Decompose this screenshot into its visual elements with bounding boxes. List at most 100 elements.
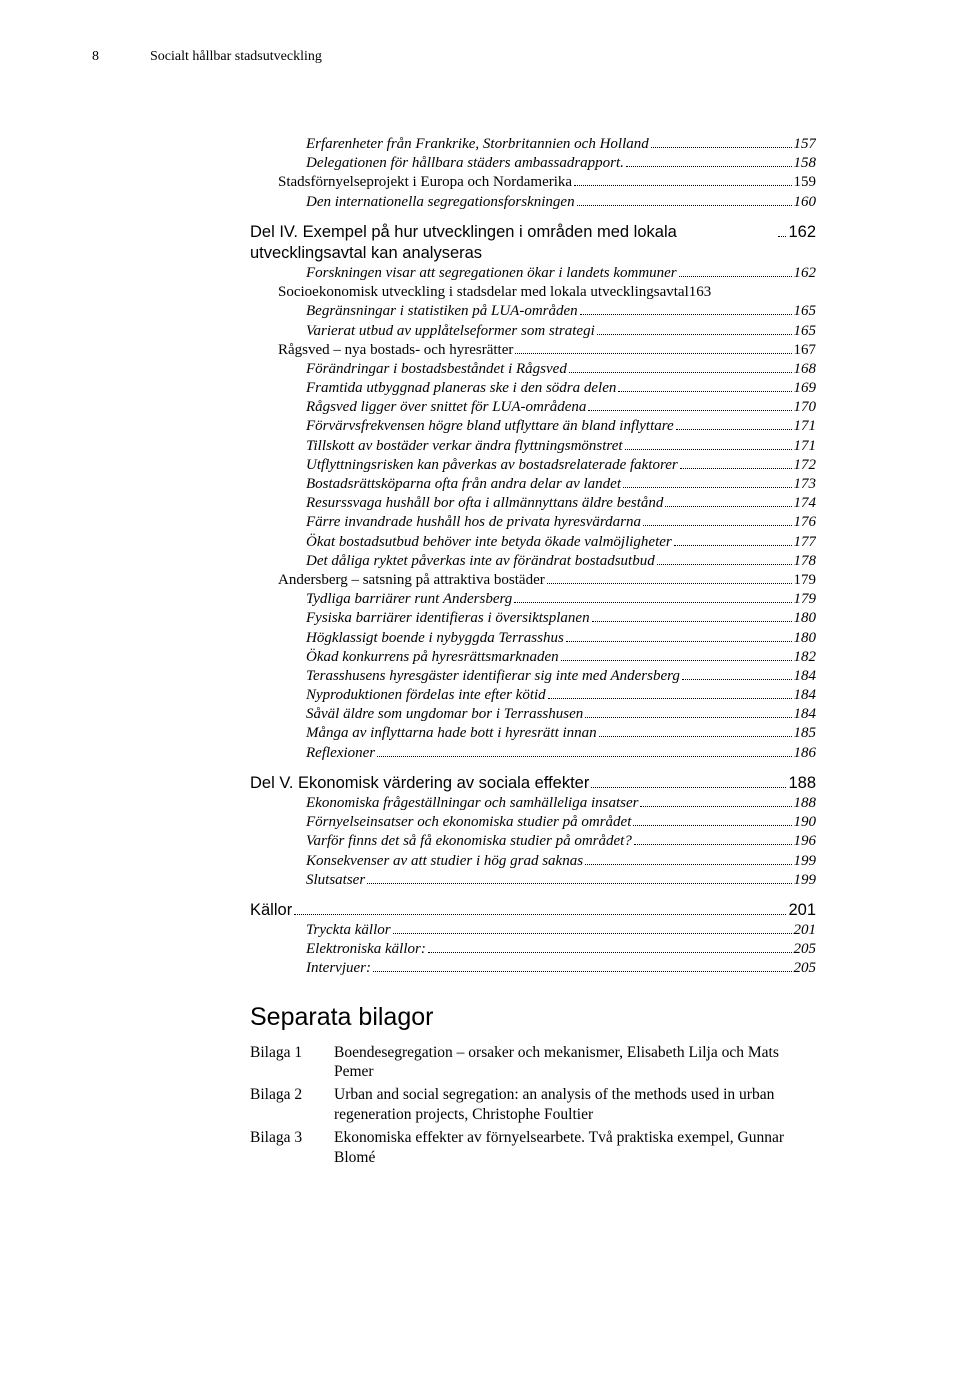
toc-entry: Andersberg – satsning på attraktiva bost… — [250, 571, 816, 590]
toc-entry-title: Fysiska barriärer identifieras i översik… — [306, 609, 590, 628]
toc-leader-dots — [657, 555, 792, 565]
toc-entry: Tydliga barriärer runt Andersberg 179 — [250, 590, 816, 609]
toc-leader-dots — [561, 651, 792, 661]
toc-entry-title: Socioekonomisk utveckling i stadsdelar m… — [278, 283, 689, 302]
toc-entry: Nyproduktionen fördelas inte efter kötid… — [250, 686, 816, 705]
toc-entry: Varför finns det så få ekonomiska studie… — [250, 832, 816, 851]
toc-entry-title: Del IV. Exempel på hur utvecklingen i om… — [250, 222, 776, 264]
toc-entry-title: Resurssvaga hushåll bor ofta i allmännyt… — [306, 494, 663, 513]
toc-entry: Stadsförnyelseprojekt i Europa och Norda… — [250, 173, 816, 192]
toc-entry: Det dåliga ryktet påverkas inte av förän… — [250, 552, 816, 571]
bilaga-label: Bilaga 3 — [250, 1128, 334, 1168]
toc-entry-title: Den internationella segregationsforsknin… — [306, 193, 575, 212]
toc-leader-dots — [625, 440, 792, 450]
toc-entry: Fysiska barriärer identifieras i översik… — [250, 609, 816, 628]
bilaga-label: Bilaga 1 — [250, 1043, 334, 1083]
toc-entry-title: Terasshusens hyresgäster identifierar si… — [306, 667, 680, 686]
toc-entry: Många av inflyttarna hade bott i hyresrä… — [250, 724, 816, 743]
toc-entry-title: Nyproduktionen fördelas inte efter kötid — [306, 686, 546, 705]
toc-entry-page: 196 — [794, 832, 817, 851]
toc-entry-page: 179 — [794, 571, 817, 590]
toc-leader-dots — [599, 727, 792, 737]
bilaga-row: Bilaga 2Urban and social segregation: an… — [250, 1085, 816, 1125]
toc-entry-page: 188 — [794, 794, 817, 813]
toc-entry-title: Förnyelseinsatser och ekonomiska studier… — [306, 813, 631, 832]
toc-entry: Tillskott av bostäder verkar ändra flytt… — [250, 437, 816, 456]
toc-entry: Den internationella segregationsforsknin… — [250, 193, 816, 212]
toc-entry-page: 173 — [794, 475, 817, 494]
page: 8 Socialt hållbar stadsutveckling Erfare… — [0, 0, 960, 1389]
toc-entry: Delegationen för hållbara städers ambass… — [250, 154, 816, 173]
toc-leader-dots — [547, 574, 792, 584]
toc-entry-title: Rågsved ligger över snittet för LUA-områ… — [306, 398, 586, 417]
bilaga-label: Bilaga 2 — [250, 1085, 334, 1125]
toc-entry-title: Forskningen visar att segregationen ökar… — [306, 264, 677, 283]
toc-entry-title: Framtida utbyggnad planeras ske i den sö… — [306, 379, 616, 398]
toc-entry-title: Erfarenheter från Frankrike, Storbritann… — [306, 135, 649, 154]
toc-entry-title: Konsekvenser av att studier i hög grad s… — [306, 852, 583, 871]
toc-entry: Erfarenheter från Frankrike, Storbritann… — [250, 135, 816, 154]
toc-entry-title: Slutsatser — [306, 871, 365, 890]
toc-entry-page: 167 — [794, 341, 817, 360]
bilaga-text: Boendesegregation – orsaker och mekanism… — [334, 1043, 816, 1083]
running-head: Socialt hållbar stadsutveckling — [150, 48, 810, 66]
toc-entry: Bostadsrättsköparna ofta från andra dela… — [250, 475, 816, 494]
toc-leader-dots — [580, 305, 792, 315]
toc-entry-title: Såväl äldre som ungdomar bor i Terrasshu… — [306, 705, 583, 724]
toc-leader-dots — [566, 632, 792, 642]
toc-entry-page: 176 — [794, 513, 817, 532]
toc-entry-page: 199 — [794, 871, 817, 890]
toc-entry-title: Förvärvsfrekvensen högre bland utflyttar… — [306, 417, 674, 436]
toc-entry: Resurssvaga hushåll bor ofta i allmännyt… — [250, 494, 816, 513]
toc-leader-dots — [585, 708, 791, 718]
toc-leader-dots — [367, 874, 791, 884]
toc-entry-title: Ökat bostadsutbud behöver inte betyda ök… — [306, 533, 672, 552]
toc-leader-dots — [574, 176, 791, 186]
toc-entry-page: 162 — [788, 222, 816, 243]
toc-leader-dots — [679, 267, 792, 277]
toc-leader-dots — [643, 516, 792, 526]
toc-entry-title: Elektroniska källor: — [306, 940, 426, 959]
toc-entry: Rågsved ligger över snittet för LUA-områ… — [250, 398, 816, 417]
bilaga-row: Bilaga 1Boendesegregation – orsaker och … — [250, 1043, 816, 1083]
toc-leader-dots — [626, 157, 792, 167]
toc-entry: Såväl äldre som ungdomar bor i Terrasshu… — [250, 705, 816, 724]
toc-entry-title: Tryckta källor — [306, 921, 391, 940]
toc-entry-page: 171 — [794, 437, 817, 456]
toc-entry: Ökat bostadsutbud behöver inte betyda ök… — [250, 533, 816, 552]
toc-entry: Elektroniska källor:205 — [250, 940, 816, 959]
bilaga-row: Bilaga 3Ekonomiska effekter av förnyelse… — [250, 1128, 816, 1168]
toc-entry-title: Förändringar i bostadsbeståndet i Rågsve… — [306, 360, 567, 379]
toc-entry-title: Ekonomiska frågeställningar och samhälle… — [306, 794, 638, 813]
toc-leader-dots — [569, 363, 792, 373]
toc-entry-page: 158 — [794, 154, 817, 173]
toc-leader-dots — [618, 382, 791, 392]
toc-entry: Terasshusens hyresgäster identifierar si… — [250, 667, 816, 686]
toc-leader-dots — [623, 478, 792, 488]
toc-entry-page: 179 — [794, 590, 817, 609]
toc-leader-dots — [665, 497, 791, 507]
bilaga-text: Ekonomiska effekter av förnyelsearbete. … — [334, 1128, 816, 1168]
toc-entry-page: 188 — [788, 773, 816, 794]
toc-entry-title: Bostadsrättsköparna ofta från andra dela… — [306, 475, 621, 494]
toc-entry-title: Begränsningar i statistiken på LUA-områd… — [306, 302, 578, 321]
toc-leader-dots — [682, 670, 792, 680]
toc-entry: Varierat utbud av upplåtelseformer som s… — [250, 322, 816, 341]
toc-entry-title: Stadsförnyelseprojekt i Europa och Norda… — [278, 173, 572, 192]
toc-entry-page: 201 — [794, 921, 817, 940]
toc-entry: Del V. Ekonomisk värdering av sociala ef… — [250, 773, 816, 794]
toc-entry-title: Tillskott av bostäder verkar ändra flytt… — [306, 437, 623, 456]
toc-entry: Rågsved – nya bostads- och hyresrätter16… — [250, 341, 816, 360]
toc-entry-title: Andersberg – satsning på attraktiva bost… — [278, 571, 545, 590]
toc-leader-dots — [577, 196, 792, 206]
toc-entry: Förnyelseinsatser och ekonomiska studier… — [250, 813, 816, 832]
toc-leader-dots — [548, 689, 792, 699]
toc-entry-title: Färre invandrade hushåll hos de privata … — [306, 513, 641, 532]
toc-entry-title: Ökad konkurrens på hyresrättsmarknaden — [306, 648, 559, 667]
toc-entry-page: 172 — [794, 456, 817, 475]
toc-entry-title: Tydliga barriärer runt Andersberg — [306, 590, 512, 609]
toc-leader-dots — [377, 747, 791, 757]
toc-entry: Konsekvenser av att studier i hög grad s… — [250, 852, 816, 871]
toc-entry-page: 184 — [794, 667, 817, 686]
toc-entry-title: Det dåliga ryktet påverkas inte av förän… — [306, 552, 655, 571]
